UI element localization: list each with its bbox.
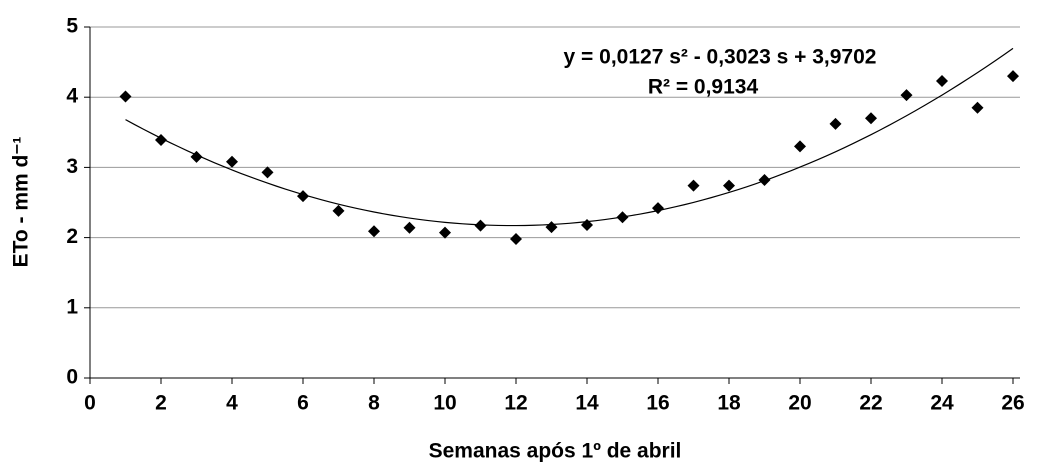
point — [474, 219, 487, 232]
point — [190, 150, 203, 163]
x-tick-label: 2 — [155, 392, 167, 415]
x-tick-label: 4 — [226, 392, 238, 415]
point — [297, 190, 309, 203]
point — [261, 166, 274, 179]
x-tick-label: 20 — [788, 392, 811, 415]
point — [687, 179, 700, 192]
x-tick-label: 24 — [930, 392, 954, 415]
point — [155, 134, 167, 147]
y-tick-label: 4 — [66, 85, 78, 108]
point — [865, 112, 877, 125]
point — [119, 90, 132, 103]
y-axis-title: ETo - mm d⁻¹ — [10, 137, 33, 268]
x-tick-label: 12 — [504, 392, 527, 415]
point — [900, 89, 913, 102]
point — [545, 221, 558, 234]
x-tick-label: 18 — [717, 392, 741, 415]
x-axis-title: Semanas após 1º de abril — [429, 440, 682, 463]
point — [226, 155, 238, 168]
point — [971, 101, 984, 114]
point — [368, 225, 380, 238]
y-tick-label: 1 — [66, 295, 78, 318]
point — [758, 174, 771, 187]
point — [794, 140, 806, 153]
point — [829, 117, 842, 130]
point — [581, 218, 593, 231]
point — [403, 221, 416, 234]
x-tick-label: 0 — [84, 392, 96, 415]
x-tick-label: 14 — [575, 392, 599, 415]
point — [332, 204, 345, 217]
r-squared: R² = 0,9134 — [648, 76, 759, 99]
point — [616, 211, 629, 224]
point — [1007, 70, 1019, 83]
x-tick-label: 6 — [297, 392, 309, 415]
x-tick-label: 10 — [433, 392, 456, 415]
y-tick-label: 5 — [66, 15, 78, 38]
point — [439, 226, 451, 239]
x-tick-label: 16 — [646, 392, 669, 415]
trendline — [125, 47, 1014, 227]
point — [723, 179, 735, 192]
trendline-equation: y = 0,0127 s² - 0,3023 s + 3,9702 — [564, 46, 877, 69]
x-tick-label: 22 — [859, 392, 882, 415]
point — [936, 75, 948, 88]
point — [652, 202, 664, 215]
point — [510, 233, 522, 246]
x-tick-label: 8 — [368, 392, 380, 415]
x-tick-label: 26 — [1001, 392, 1024, 415]
y-tick-label: 3 — [66, 155, 78, 178]
y-tick-label: 2 — [66, 225, 78, 248]
y-tick-label: 0 — [66, 366, 78, 389]
